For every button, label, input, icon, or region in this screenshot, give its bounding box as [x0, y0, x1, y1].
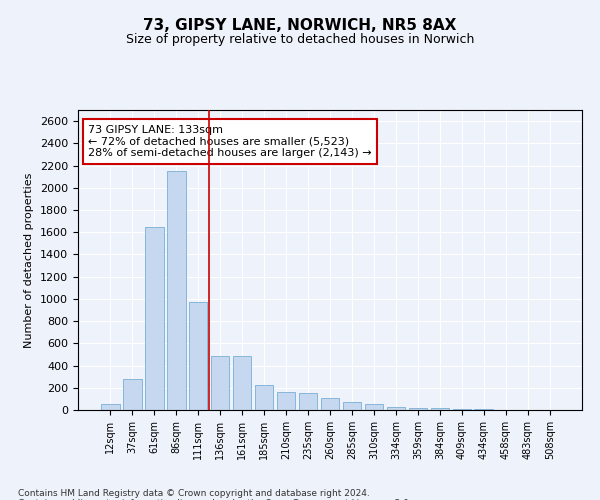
Bar: [386, 406, 405, 410]
Bar: [320, 398, 340, 410]
Text: 73, GIPSY LANE, NORWICH, NR5 8AX: 73, GIPSY LANE, NORWICH, NR5 8AX: [143, 18, 457, 32]
Bar: [431, 408, 449, 410]
Bar: [233, 356, 251, 410]
Bar: [101, 404, 119, 410]
Bar: [145, 226, 164, 410]
Bar: [409, 408, 427, 410]
Text: Size of property relative to detached houses in Norwich: Size of property relative to detached ho…: [126, 32, 474, 46]
Bar: [343, 402, 361, 410]
Y-axis label: Number of detached properties: Number of detached properties: [25, 172, 34, 348]
Text: 73 GIPSY LANE: 133sqm
← 72% of detached houses are smaller (5,523)
28% of semi-d: 73 GIPSY LANE: 133sqm ← 72% of detached …: [88, 125, 372, 158]
Bar: [452, 409, 471, 410]
Bar: [189, 302, 208, 410]
Bar: [123, 380, 142, 410]
Bar: [211, 356, 229, 410]
Bar: [365, 404, 383, 410]
Text: Contains HM Land Registry data © Crown copyright and database right 2024.: Contains HM Land Registry data © Crown c…: [18, 488, 370, 498]
Bar: [277, 392, 295, 410]
Text: Contains public sector information licensed under the Open Government Licence v3: Contains public sector information licen…: [18, 498, 412, 500]
Bar: [167, 171, 185, 410]
Bar: [255, 385, 274, 410]
Bar: [299, 393, 317, 410]
